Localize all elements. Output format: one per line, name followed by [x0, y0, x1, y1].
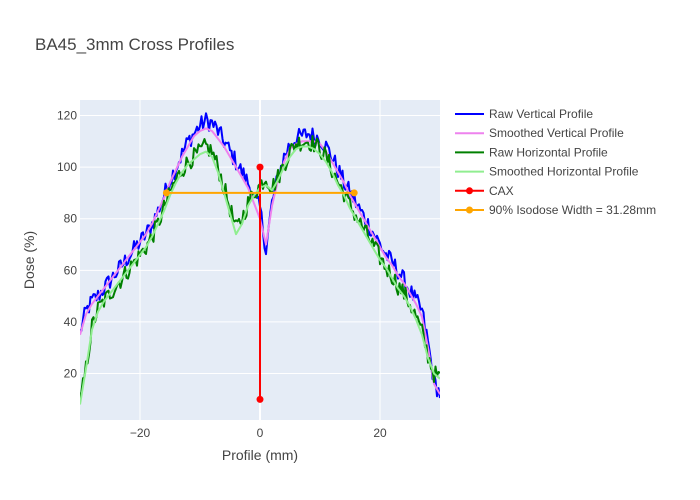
legend-marker — [466, 206, 473, 214]
y-tick-label: 120 — [57, 108, 77, 122]
x-axis-ticks: −20 0 20 — [130, 426, 387, 440]
y-axis-ticks: 20 40 60 80 100 120 — [57, 108, 77, 380]
legend-item-raw-vertical-profile[interactable]: Raw Vertical Profile — [455, 107, 593, 121]
90-isodose-width-31-28mm-marker — [162, 189, 170, 197]
legend-item-smoothed-horizontal-profile[interactable]: Smoothed Horizontal Profile — [455, 165, 639, 179]
90-isodose-width-31-28mm-marker — [350, 189, 358, 197]
legend-label: Raw Horizontal Profile — [489, 145, 608, 159]
y-tick-label: 40 — [64, 315, 78, 329]
legend-marker — [466, 187, 473, 195]
legend-label: 90% Isodose Width = 31.28mm — [489, 203, 656, 217]
legend-label: CAX — [489, 184, 514, 198]
legend-label: Smoothed Vertical Profile — [489, 126, 624, 140]
legend-item-smoothed-vertical-profile[interactable]: Smoothed Vertical Profile — [455, 126, 624, 140]
legend-item-cax[interactable]: CAX — [455, 184, 514, 198]
y-tick-label: 100 — [57, 160, 77, 174]
90-isodose-width-31-28mm-series — [162, 189, 358, 197]
x-axis-title: Profile (mm) — [222, 447, 298, 463]
y-tick-label: 80 — [64, 212, 78, 226]
y-tick-label: 20 — [64, 367, 78, 381]
x-tick-label: 0 — [257, 426, 264, 440]
y-tick-label: 60 — [64, 263, 78, 277]
x-tick-label: 20 — [373, 426, 387, 440]
legend-label: Raw Vertical Profile — [489, 107, 593, 121]
legend: Raw Vertical Profile Smoothed Vertical Pr… — [455, 107, 656, 217]
legend-item-90-isodose-width-31-28mm[interactable]: 90% Isodose Width = 31.28mm — [455, 203, 656, 217]
cax-marker — [256, 395, 264, 403]
legend-label: Smoothed Horizontal Profile — [489, 165, 639, 179]
cax-marker — [256, 163, 264, 171]
traces — [80, 112, 440, 405]
legend-item-raw-horizontal-profile[interactable]: Raw Horizontal Profile — [455, 145, 608, 159]
x-tick-label: −20 — [130, 426, 151, 440]
y-axis-title: Dose (%) — [21, 231, 37, 289]
chart-title: BA45_3mm Cross Profiles — [35, 35, 234, 54]
cax-series — [256, 163, 264, 403]
